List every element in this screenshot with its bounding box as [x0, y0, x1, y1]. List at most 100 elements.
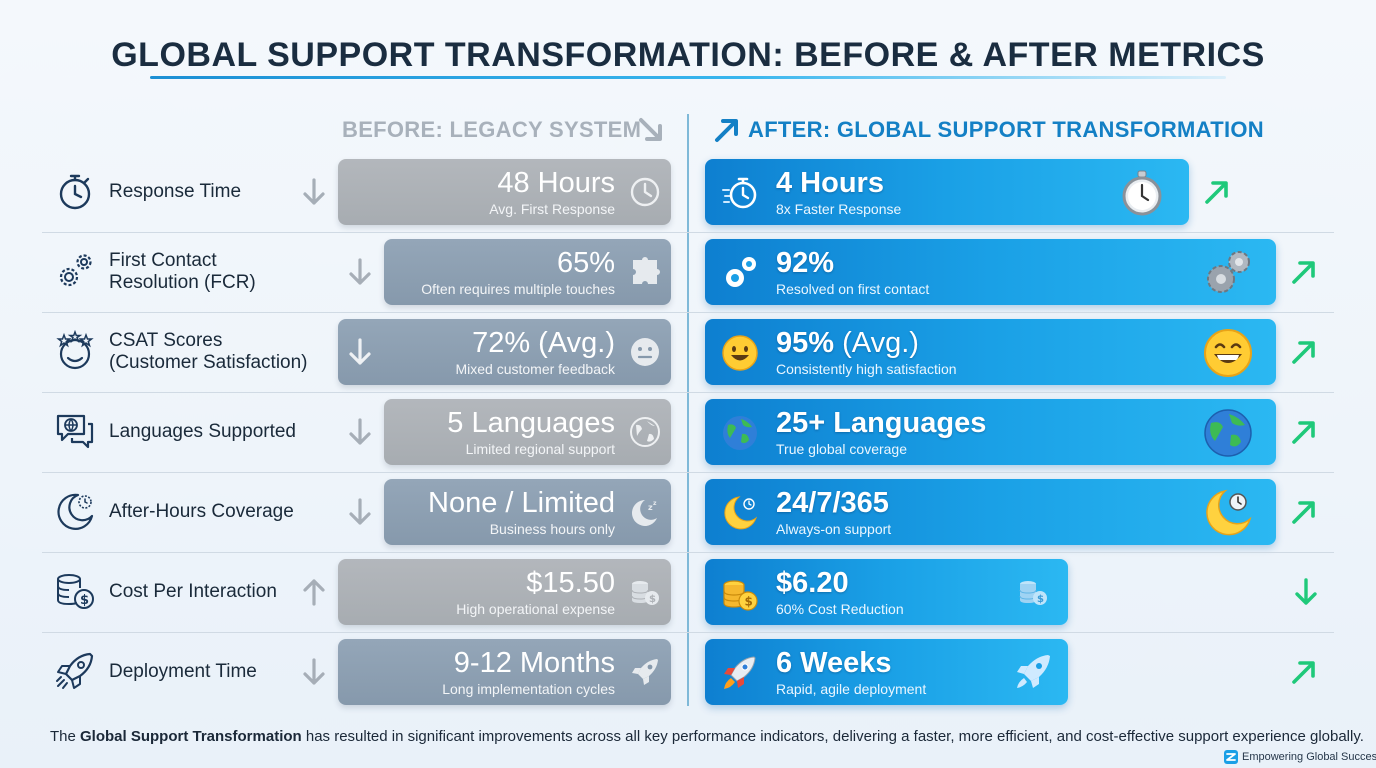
metric-label-line1: CSAT Scores	[109, 330, 223, 351]
brand-logo-icon	[1224, 750, 1238, 764]
svg-text:$: $	[649, 594, 656, 605]
after-subtext: True global coverage	[776, 441, 908, 457]
svg-text:$: $	[745, 595, 753, 609]
metric-row-response-time: Response Time 48 Hours Avg. First Respon…	[0, 152, 1376, 232]
after-subtext: 8x Faster Response	[776, 201, 902, 217]
before-card: 9-12 Months Long implementation cycles	[338, 639, 671, 705]
metric-label: First Contact Resolution (FCR)	[109, 250, 256, 294]
footer-text: has resulted in significant improvements…	[301, 728, 1364, 745]
arrow-down-icon	[349, 258, 371, 285]
metric-label: Languages Supported	[109, 421, 296, 442]
row-divider	[42, 472, 1334, 473]
trend-down-arrow-icon	[639, 118, 662, 141]
metric-row-fcr: First Contact Resolution (FCR) 65% Often…	[0, 232, 1376, 312]
after-value: 92%	[776, 247, 835, 279]
smile-face-icon	[1204, 329, 1252, 377]
after-subtext: Resolved on first contact	[776, 281, 930, 297]
metric-label-line2: Resolution (FCR)	[109, 272, 256, 293]
metric-row-csat: CSAT Scores (Customer Satisfaction) 72% …	[0, 312, 1376, 392]
before-subtext: Mixed customer feedback	[455, 361, 615, 377]
arrow-down-icon	[303, 178, 325, 205]
svg-text:z: z	[653, 500, 657, 507]
after-card: 92% Resolved on first contact	[705, 239, 1276, 305]
globe-icon	[630, 417, 660, 447]
before-value: 72% (Avg.)	[472, 327, 615, 359]
svg-text:z: z	[648, 503, 653, 512]
title-underline	[150, 76, 1226, 79]
rocket-icon	[56, 652, 94, 689]
brand-text: Empowering Global Success.	[1242, 751, 1376, 763]
before-card: 65% Often requires multiple touches	[384, 239, 671, 305]
clock-icon	[630, 177, 660, 207]
row-divider	[42, 312, 1334, 313]
row-divider	[42, 632, 1334, 633]
metric-row-languages: Languages Supported 5 Languages Limited …	[0, 392, 1376, 472]
column-divider	[687, 114, 689, 706]
page-title: GLOBAL SUPPORT TRANSFORMATION: BEFORE & …	[111, 36, 1265, 74]
after-column-header: AFTER: GLOBAL SUPPORT TRANSFORMATION	[748, 117, 1264, 142]
metric-label-line1: First Contact	[109, 250, 217, 271]
before-card: $15.50 High operational expense $	[338, 559, 671, 625]
rocket-icon	[632, 659, 658, 685]
after-value: 95% (Avg.)	[776, 327, 919, 360]
after-card: 95% (Avg.) Consistently high satisfactio…	[705, 319, 1276, 385]
after-subtext: 60% Cost Reduction	[776, 601, 904, 617]
coins-dollar-icon: $	[57, 574, 94, 609]
gears-icon	[59, 254, 92, 287]
trend-up-arrow-icon	[715, 119, 738, 142]
before-card: 72% (Avg.) Mixed customer feedback	[338, 319, 671, 385]
footer-emphasis: Global Support Transformation	[80, 728, 302, 745]
arrow-down-icon	[1295, 578, 1317, 605]
chat-globe-icon	[56, 414, 94, 449]
metric-label: CSAT Scores (Customer Satisfaction)	[109, 330, 308, 374]
before-value: 9-12 Months	[453, 647, 615, 679]
after-card: 24/7/365 Always-on support	[705, 479, 1276, 545]
star-face-icon	[56, 330, 94, 370]
coins-icon: $	[631, 581, 659, 605]
footer-summary: The Global Support Transformation has re…	[50, 728, 1364, 745]
arrow-down-icon	[349, 498, 371, 525]
arrow-down-icon	[349, 338, 371, 365]
after-card: 25+ Languages True global coverage	[705, 399, 1276, 465]
before-card: 48 Hours Avg. First Response	[338, 159, 671, 225]
moon-clock-icon	[57, 493, 94, 530]
after-subtext: Consistently high satisfaction	[776, 361, 957, 377]
coins-icon: $	[1019, 581, 1047, 605]
row-divider	[42, 232, 1334, 233]
gears-icon	[1207, 251, 1250, 293]
svg-text:$: $	[80, 593, 89, 608]
footer-prefix: The	[50, 728, 81, 745]
after-value: $6.20	[776, 567, 849, 599]
after-value-qualifier: (Avg.)	[834, 327, 919, 359]
arrow-up-icon	[303, 579, 325, 606]
brand-tagline: Empowering Global Success.	[1224, 750, 1376, 764]
metric-label: After-Hours Coverage	[109, 501, 294, 522]
before-column-header: BEFORE: LEGACY SYSTEM	[342, 117, 642, 142]
metric-row-deployment: Deployment Time 9-12 Months Long impleme…	[0, 632, 1376, 712]
before-subtext: Limited regional support	[465, 441, 615, 457]
arrow-down-icon	[303, 658, 325, 685]
stopwatch-icon	[722, 177, 757, 209]
metric-label: Cost Per Interaction	[109, 581, 277, 602]
after-card: $ $6.20 60% Cost Reduction $	[705, 559, 1068, 625]
row-divider	[42, 392, 1334, 393]
neutral-face-icon	[631, 338, 659, 366]
metric-label-line2: (Customer Satisfaction)	[109, 352, 308, 373]
metric-row-after-hours: After-Hours Coverage None / Limited Busi…	[0, 472, 1376, 552]
after-subtext: Rapid, agile deployment	[776, 681, 927, 697]
trend-up-arrow-icon	[1205, 181, 1228, 204]
after-value: 24/7/365	[776, 487, 889, 519]
after-value: 6 Weeks	[776, 647, 892, 679]
moon-clock-icon	[724, 496, 758, 530]
after-card: 6 Weeks Rapid, agile deployment	[705, 639, 1068, 705]
metric-label: Deployment Time	[109, 661, 257, 682]
trend-up-arrow-icon	[1292, 261, 1315, 284]
before-subtext: Business hours only	[489, 521, 615, 537]
before-card: None / Limited Business hours only z z	[384, 479, 671, 545]
before-card: 5 Languages Limited regional support	[384, 399, 671, 465]
before-value: 65%	[556, 247, 615, 279]
trend-up-arrow-icon	[1292, 421, 1315, 444]
after-value: 25+ Languages	[776, 407, 987, 439]
row-divider	[42, 552, 1334, 553]
before-subtext: Often requires multiple touches	[421, 281, 615, 297]
